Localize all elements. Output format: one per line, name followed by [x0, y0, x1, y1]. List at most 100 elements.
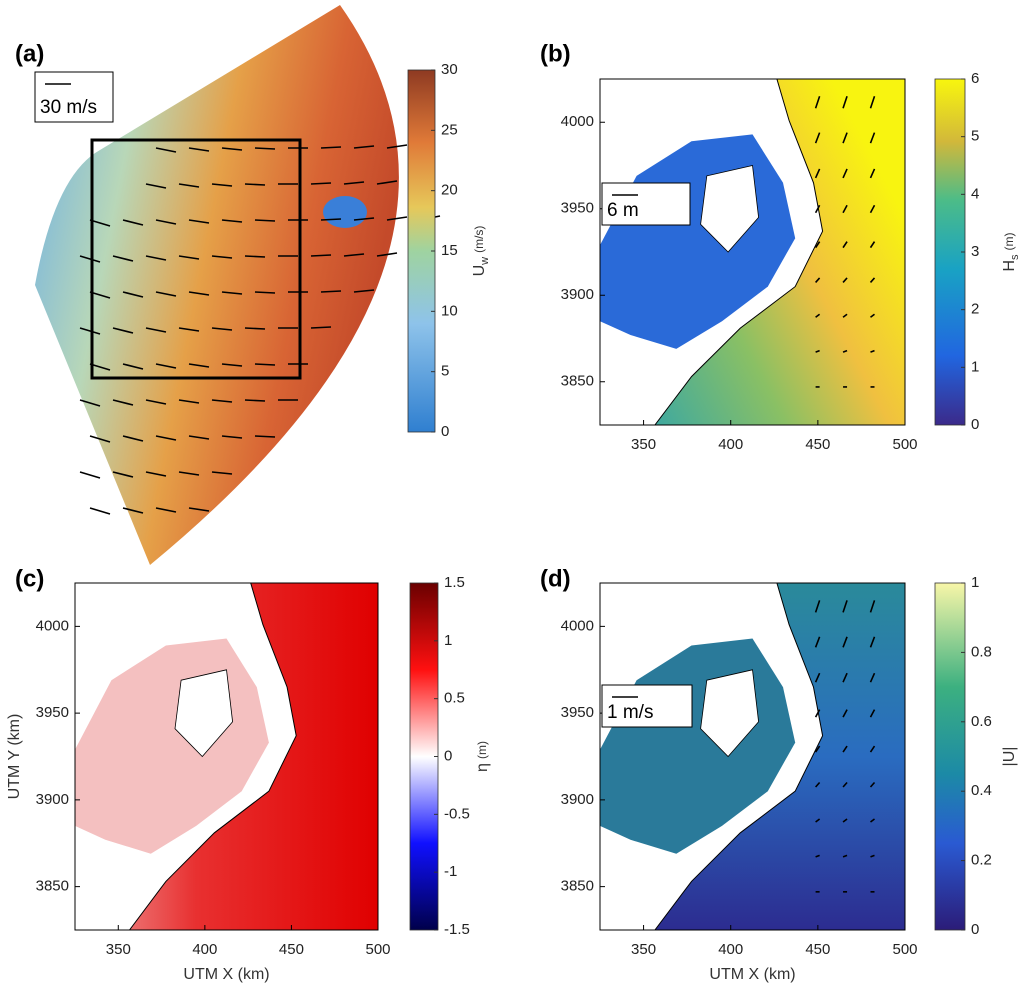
vector-arrow [842, 96, 848, 109]
vector-arrow [178, 327, 200, 332]
island [700, 165, 760, 253]
vector-arrow [254, 219, 276, 222]
x-tick-label: 500 [892, 436, 917, 453]
vector-arrow [870, 313, 875, 318]
vector-arrow [814, 745, 821, 753]
colorbar-tick-label: -1.5 [444, 921, 470, 938]
vector-arrow [211, 255, 233, 259]
colorbar-tick-label: 0.6 [971, 713, 992, 730]
vector-arrow [870, 854, 875, 858]
colorbar [934, 78, 966, 426]
vector-arrow [254, 435, 276, 438]
vector-arrow [842, 709, 848, 718]
vector-arrow [79, 327, 101, 335]
scale-label: 6 m [607, 200, 639, 221]
vector-arrow [79, 471, 101, 479]
vector-arrow [122, 363, 144, 370]
vector-arrow [89, 363, 111, 371]
colorbar-label: Uw (m/s) [471, 226, 491, 277]
y-tick-label: 3850 [561, 878, 594, 895]
vector-arrow [79, 399, 101, 407]
vector-arrow [842, 781, 848, 788]
colorbar-tick-label: -0.5 [444, 805, 470, 822]
vector-arrow [155, 291, 177, 297]
vector-arrow [869, 96, 876, 109]
colorbar-tick-label: 25 [441, 121, 458, 138]
vector-arrow [244, 183, 266, 186]
vector-arrow [815, 818, 821, 823]
vector-arrow [188, 435, 210, 440]
colorbar-label-sub: s [1009, 254, 1021, 260]
x-tick-label: 350 [631, 436, 656, 453]
colorbar [407, 69, 436, 433]
colorbar-tick-label: 0.5 [444, 690, 465, 707]
y-tick-label: 4000 [561, 113, 594, 130]
vector-arrow [211, 183, 233, 187]
vector-arrow [178, 471, 200, 476]
colorbar-tick-label: 2 [971, 301, 979, 318]
vector-arrow [155, 507, 177, 513]
y-axis-label: UTM Y (km) [6, 714, 23, 800]
vector-arrow [870, 349, 875, 353]
vector-arrow [145, 471, 167, 477]
vector-arrow [112, 255, 134, 262]
colorbar-label-base: U [471, 265, 488, 277]
vector-arrow [188, 219, 210, 224]
colorbar-label-base: η [474, 763, 491, 772]
vector-arrow [211, 399, 233, 403]
x-axis-label: UTM X (km) [709, 966, 795, 983]
colorbar-tick-label: 0.4 [971, 782, 992, 799]
y-tick-label: 3900 [561, 791, 594, 808]
y-tick-label: 3950 [36, 704, 69, 721]
vector-arrow [376, 252, 398, 257]
vector-arrow [842, 241, 848, 249]
vector-arrow [814, 132, 821, 144]
x-tick-label: 500 [892, 941, 917, 958]
vector-arrow [814, 709, 821, 718]
vector-arrow [869, 277, 876, 283]
vector-arrow [386, 144, 408, 149]
vector-arrow [155, 219, 177, 225]
colorbar-tick-label: 1 [971, 358, 979, 375]
vector-arrow [842, 636, 848, 648]
vector-arrow [188, 363, 210, 368]
colorbar-tick-label: 30 [441, 61, 458, 78]
vector-arrow [869, 745, 876, 753]
colorbar-label-unit: (m/s) [472, 226, 486, 253]
colorbar-tick-label: 10 [441, 302, 458, 319]
colorbar-tick-label: -1 [444, 863, 457, 880]
vector-arrow [89, 219, 111, 227]
vector-arrow [869, 636, 876, 648]
colorbar [934, 582, 966, 931]
vector-arrow [122, 507, 144, 514]
vector-arrow [353, 145, 375, 149]
vector-arrow [244, 327, 266, 330]
colorbar-tick-label: 6 [971, 70, 979, 87]
vector-arrow [155, 363, 177, 369]
y-tick-label: 3850 [561, 373, 594, 390]
colorbar-label-base: |U| [1001, 747, 1018, 767]
vector-arrow [221, 147, 243, 151]
vector-arrow [814, 600, 821, 613]
panel: 350 400 450 500 3850 3900 3950 4000 UTM X (km) UT… [6, 565, 491, 983]
vector-arrow [254, 147, 276, 150]
colorbar-label-sub: w [479, 257, 491, 266]
x-tick-label: 350 [631, 941, 656, 958]
vector-arrow [178, 399, 200, 404]
vector-arrow [869, 600, 876, 613]
colorbar-tick-label: 0 [971, 416, 979, 433]
colorbar-tick-label: 0 [444, 747, 452, 764]
vector-arrow [842, 745, 848, 753]
scale-label: 30 m/s [40, 97, 97, 118]
vector-arrow [89, 435, 111, 443]
vector-arrow [814, 204, 821, 214]
colorbar-tick-label: 20 [441, 182, 458, 199]
storm-eye [323, 196, 367, 228]
colorbar-label-unit: (m) [475, 741, 489, 759]
y-tick-label: 3900 [36, 791, 69, 808]
vector-arrow [842, 818, 848, 823]
vector-arrow [343, 253, 365, 257]
vector-arrow [386, 216, 408, 221]
vector-arrow [353, 217, 375, 221]
